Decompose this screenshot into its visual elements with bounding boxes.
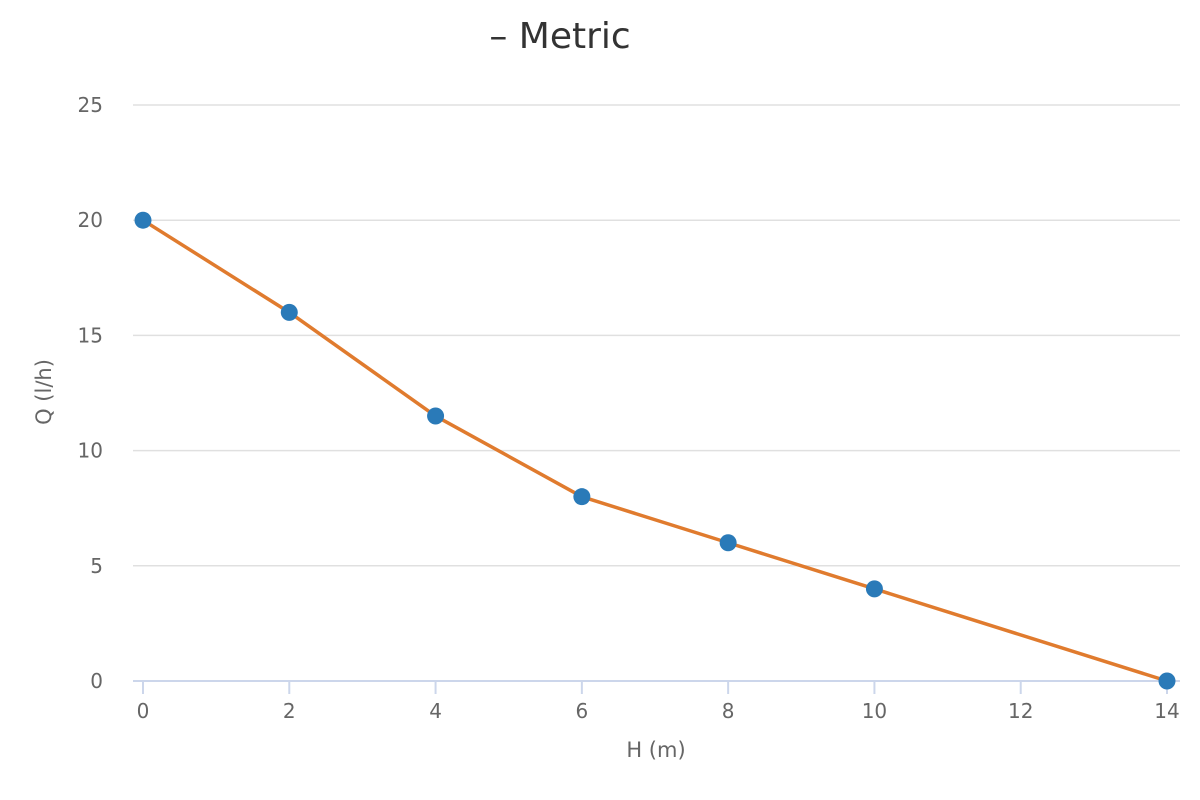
data-point[interactable] — [865, 580, 883, 598]
x-axis-tick-labels: 0 2 4 6 8 10 12 14 — [137, 699, 1180, 723]
chart-title: – Metric — [489, 16, 630, 57]
grid-lines — [133, 104, 1180, 567]
x-axis-title: H (m) — [626, 738, 685, 762]
y-tick-label: 10 — [78, 439, 103, 463]
data-point[interactable] — [427, 407, 445, 425]
x-tick-label: 8 — [722, 699, 735, 723]
x-axis-ticks — [142, 681, 1168, 694]
x-tick-label: 6 — [575, 699, 588, 723]
x-tick-label: 14 — [1154, 699, 1179, 723]
x-tick-label: 10 — [862, 699, 887, 723]
data-point[interactable] — [1158, 672, 1176, 690]
y-axis-tick-labels: 0 5 10 15 20 25 — [78, 93, 103, 693]
data-point[interactable] — [719, 534, 737, 552]
y-axis-title: Q (l/h) — [32, 359, 56, 425]
y-tick-label: 25 — [78, 93, 103, 117]
x-tick-label: 2 — [283, 699, 296, 723]
x-tick-label: 12 — [1008, 699, 1033, 723]
data-point[interactable] — [134, 211, 152, 229]
y-tick-label: 15 — [78, 323, 103, 347]
y-tick-label: 20 — [78, 208, 103, 232]
y-tick-label: 0 — [90, 669, 103, 693]
series-group — [134, 211, 1176, 690]
x-tick-label: 0 — [137, 699, 150, 723]
y-tick-label: 5 — [90, 554, 103, 578]
data-point[interactable] — [573, 488, 591, 506]
x-tick-label: 4 — [429, 699, 442, 723]
data-point[interactable] — [280, 303, 298, 321]
